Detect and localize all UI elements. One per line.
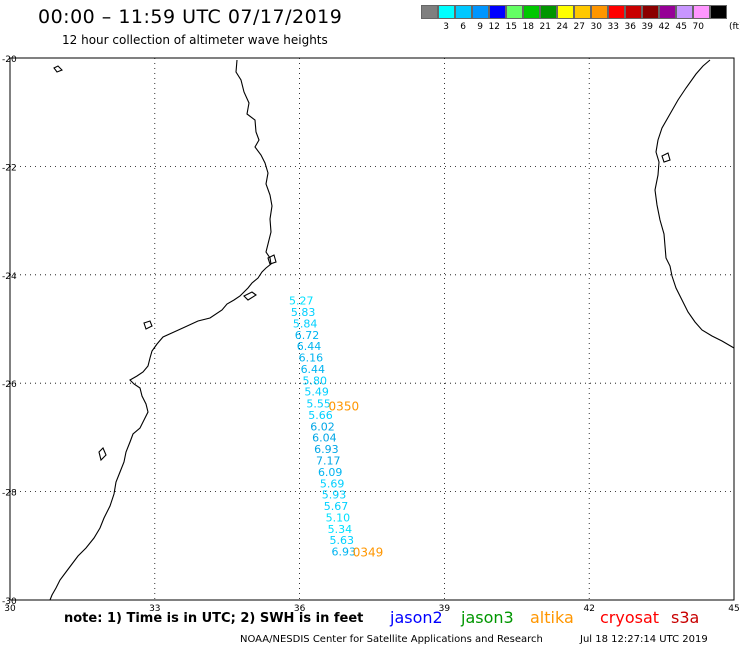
legend-swatch — [540, 5, 557, 19]
legend-label: 15 — [505, 22, 517, 32]
island-1 — [53, 65, 63, 73]
swh-value-label: 5.55 — [306, 398, 331, 411]
legend-swatch — [506, 5, 523, 19]
swh-value-label: 5.27 — [289, 295, 314, 308]
legend-swatch — [438, 5, 455, 19]
map-frame — [9, 57, 735, 601]
pass-time-label: 0349 — [353, 546, 384, 560]
legend-label: 18 — [522, 22, 534, 32]
legend-swatch — [489, 5, 506, 19]
lat-tick-label: -22 — [2, 163, 17, 173]
swh-value-label: 6.16 — [299, 352, 324, 365]
legend-swatch — [421, 5, 438, 19]
legend-label: 70 — [692, 22, 704, 32]
legend-label: 42 — [658, 22, 670, 32]
legend-label: 12 — [488, 22, 500, 32]
satellite-name: jason2 — [390, 608, 443, 627]
africa-coastline — [49, 59, 273, 601]
legend-label: 3 — [443, 22, 449, 32]
legend-swatch — [693, 5, 710, 19]
legend-swatch — [625, 5, 642, 19]
legend-label: 36 — [624, 22, 636, 32]
legend-swatch — [676, 5, 693, 19]
swh-value-label: 5.34 — [328, 523, 353, 536]
legend-swatch — [608, 5, 625, 19]
lon-tick-label: 33 — [149, 604, 160, 614]
legend-swatch — [523, 5, 540, 19]
pass-time-label: 0350 — [329, 399, 360, 413]
swh-value-label: 5.63 — [330, 534, 355, 547]
swh-value-label: 5.84 — [293, 317, 318, 330]
swh-value-label: 7.17 — [316, 455, 341, 468]
satellite-name: jason3 — [461, 608, 514, 627]
satellite-name: altika — [530, 608, 574, 627]
swh-value-label: 6.02 — [310, 420, 335, 433]
swh-value-label: 5.49 — [304, 386, 329, 399]
swh-value-label: 5.93 — [322, 489, 347, 502]
swh-value-label: 6.93 — [331, 546, 356, 559]
swh-value-label: 5.69 — [320, 477, 345, 490]
legend-swatch — [659, 5, 676, 19]
lat-tick-label: -28 — [2, 489, 17, 499]
coastline — [49, 59, 735, 601]
swh-value-label: 5.10 — [326, 511, 351, 524]
lon-tick-label: 39 — [439, 604, 451, 614]
island-4 — [267, 254, 277, 265]
legend-swatch — [472, 5, 489, 19]
lat-tick-label: -24 — [2, 272, 17, 282]
lon-tick-label: 42 — [583, 604, 594, 614]
legend-swatch — [642, 5, 659, 19]
credit-line: NOAA/NESDIS Center for Satellite Applica… — [240, 634, 543, 645]
lat-tick-label: -30 — [2, 597, 17, 607]
legend-swatch — [591, 5, 608, 19]
legend-label: 27 — [573, 22, 585, 32]
legend-label: 24 — [556, 22, 568, 32]
chart-subtitle: 12 hour collection of altimeter wave hei… — [62, 33, 328, 47]
swh-value-label: 6.44 — [301, 363, 326, 376]
swh-value-label: 6.04 — [312, 432, 337, 445]
madagascar-coastline — [654, 59, 735, 349]
legend-swatch — [557, 5, 574, 19]
island-5 — [661, 152, 671, 163]
legend-label: 6 — [460, 22, 466, 32]
lake-1 — [98, 447, 107, 462]
swh-observations: 5.275.835.846.726.446.166.445.805.495.55… — [289, 295, 383, 560]
legend-swatch — [574, 5, 591, 19]
swh-value-label: 6.93 — [314, 443, 339, 456]
legend-label: 21 — [539, 22, 551, 32]
legend-swatch — [455, 5, 472, 19]
lon-tick-label: 36 — [294, 604, 306, 614]
generated-timestamp: Jul 18 12:27:14 UTC 2019 — [580, 634, 708, 645]
lon-tick-label: 30 — [4, 604, 16, 614]
legend-unit: (ft) — [729, 22, 740, 32]
swh-value-label: 6.09 — [318, 466, 343, 479]
legend-label: 33 — [607, 22, 619, 32]
lat-tick-label: -20 — [2, 55, 17, 65]
lon-tick-label: 45 — [728, 604, 739, 614]
swh-value-label: 6.72 — [295, 329, 320, 342]
island-2 — [143, 320, 153, 330]
lat-lon-grid — [9, 57, 735, 601]
swh-value-label: 5.80 — [302, 374, 327, 387]
chart-title: 00:00 – 11:59 UTC 07/17/2019 — [38, 6, 343, 28]
legend-label: 9 — [477, 22, 483, 32]
lat-tick-label: -26 — [2, 380, 17, 390]
swh-value-label: 5.83 — [291, 306, 316, 319]
legend-label: 30 — [590, 22, 602, 32]
legend-swatch — [710, 5, 727, 19]
legend-label: 39 — [641, 22, 653, 32]
satellite-name: s3a — [671, 608, 700, 627]
legend-label: 45 — [675, 22, 687, 32]
swh-value-label: 6.44 — [297, 340, 322, 353]
swh-value-label: 5.66 — [308, 409, 333, 422]
satellite-name: cryosat — [600, 608, 660, 627]
footnote: note: 1) Time is in UTC; 2) SWH is in fe… — [64, 611, 364, 626]
swh-value-label: 5.67 — [324, 500, 349, 513]
island-3 — [243, 291, 257, 301]
